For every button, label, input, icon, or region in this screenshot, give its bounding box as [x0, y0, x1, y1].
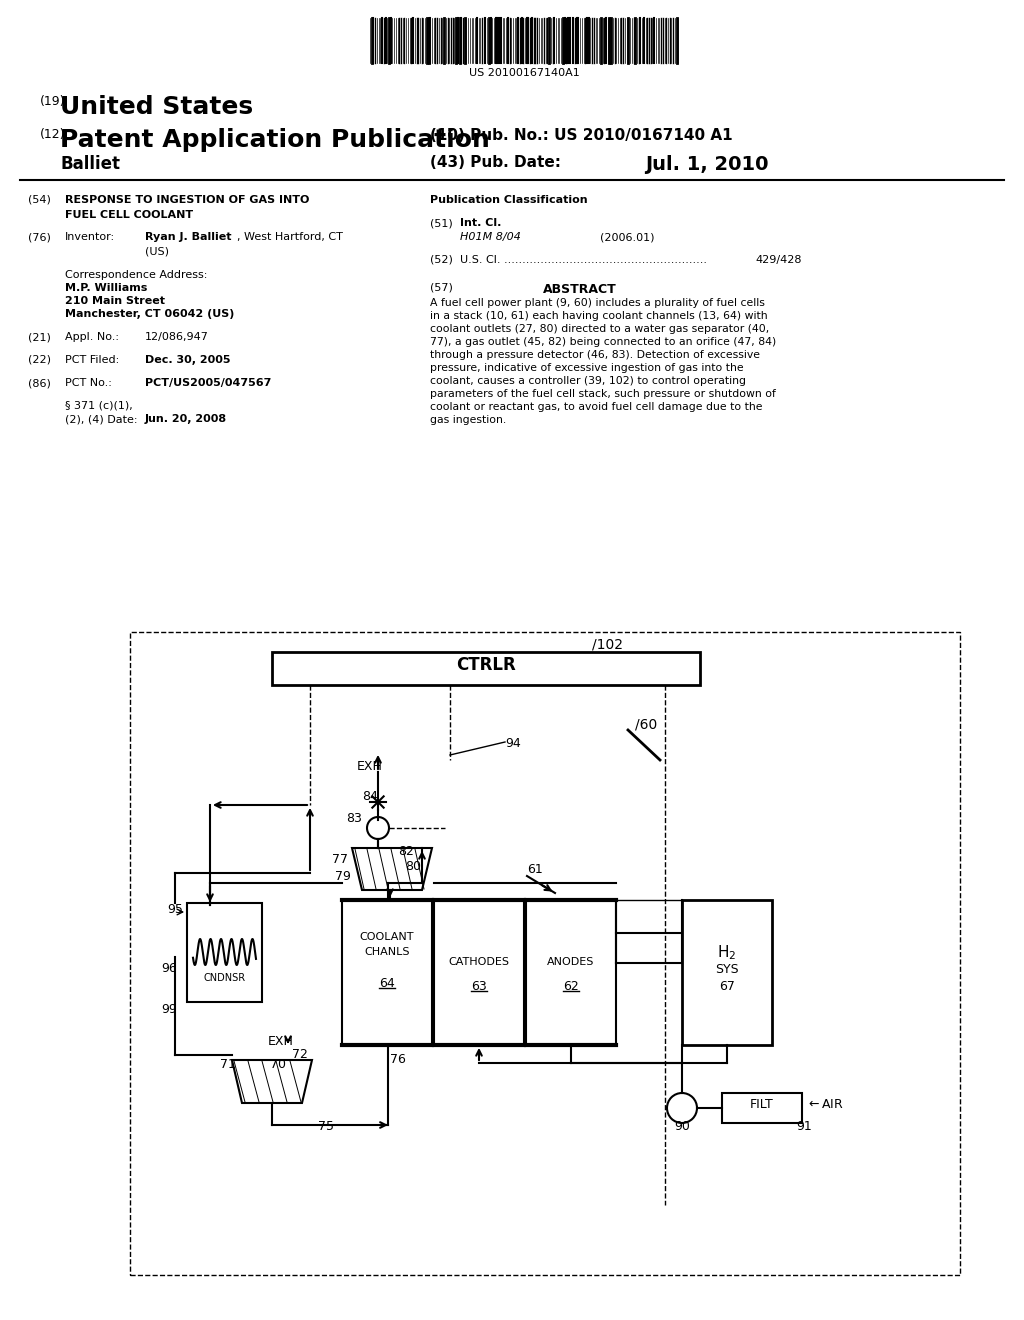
Text: coolant, causes a controller (39, 102) to control operating: coolant, causes a controller (39, 102) t… [430, 376, 746, 385]
Text: Manchester, CT 06042 (US): Manchester, CT 06042 (US) [65, 309, 234, 319]
Text: 72: 72 [292, 1048, 308, 1061]
Text: 80: 80 [406, 861, 421, 873]
Text: 12/086,947: 12/086,947 [145, 333, 209, 342]
Text: gas ingestion.: gas ingestion. [430, 414, 506, 425]
Text: RESPONSE TO INGESTION OF GAS INTO: RESPONSE TO INGESTION OF GAS INTO [65, 195, 309, 205]
Text: M.P. Williams: M.P. Williams [65, 282, 147, 293]
Text: 95: 95 [167, 903, 183, 916]
Text: 63: 63 [471, 979, 486, 993]
Text: 84: 84 [362, 789, 378, 803]
Text: United States: United States [60, 95, 253, 119]
Text: H01M 8/04: H01M 8/04 [460, 232, 521, 242]
Text: Balliet: Balliet [60, 154, 120, 173]
Text: (76): (76) [28, 232, 51, 242]
Text: (12): (12) [40, 128, 66, 141]
Text: in a stack (10, 61) each having coolant channels (13, 64) with: in a stack (10, 61) each having coolant … [430, 312, 768, 321]
Text: US 20100167140A1: US 20100167140A1 [469, 69, 580, 78]
Text: Patent Application Publication: Patent Application Publication [60, 128, 489, 152]
Text: 75: 75 [318, 1119, 334, 1133]
Text: 67: 67 [719, 979, 735, 993]
Text: (21): (21) [28, 333, 51, 342]
Polygon shape [232, 1060, 312, 1104]
Text: Publication Classification: Publication Classification [430, 195, 588, 205]
Text: CTRLR: CTRLR [456, 656, 516, 675]
Text: pressure, indicative of excessive ingestion of gas into the: pressure, indicative of excessive ingest… [430, 363, 743, 374]
Text: (52): (52) [430, 255, 453, 265]
Text: Jun. 20, 2008: Jun. 20, 2008 [145, 414, 227, 424]
Text: 77: 77 [332, 853, 348, 866]
Bar [272, 652, 700, 685]
Text: Jul. 1, 2010: Jul. 1, 2010 [645, 154, 768, 174]
Text: FUEL CELL COOLANT: FUEL CELL COOLANT [65, 210, 194, 220]
Text: 96: 96 [161, 962, 177, 975]
Text: (43) Pub. Date:: (43) Pub. Date: [430, 154, 561, 170]
Text: coolant or reactant gas, to avoid fuel cell damage due to the: coolant or reactant gas, to avoid fuel c… [430, 403, 763, 412]
Text: (2006.01): (2006.01) [600, 232, 654, 242]
Text: 99: 99 [161, 1003, 177, 1016]
Text: 429/428: 429/428 [755, 255, 802, 265]
Text: 79: 79 [335, 870, 351, 883]
Bar [434, 900, 524, 1045]
Text: 70: 70 [270, 1059, 286, 1071]
Text: ABSTRACT: ABSTRACT [543, 282, 616, 296]
Bar [187, 903, 262, 1002]
Text: (22): (22) [28, 355, 51, 366]
Text: H$_2$: H$_2$ [718, 942, 736, 962]
Text: COOLANT: COOLANT [359, 932, 415, 942]
Text: /102: /102 [592, 638, 623, 651]
Text: , West Hartford, CT: , West Hartford, CT [237, 232, 343, 242]
Text: Ryan J. Balliet: Ryan J. Balliet [145, 232, 231, 242]
Text: (2), (4) Date:: (2), (4) Date: [65, 414, 137, 424]
Text: PCT Filed:: PCT Filed: [65, 355, 119, 366]
Text: (57): (57) [430, 282, 453, 293]
Text: (10) Pub. No.: US 2010/0167140 A1: (10) Pub. No.: US 2010/0167140 A1 [430, 128, 732, 143]
Text: Appl. No.:: Appl. No.: [65, 333, 119, 342]
Text: 71: 71 [220, 1059, 236, 1071]
Text: (51): (51) [430, 218, 453, 228]
Bar [722, 1093, 802, 1123]
Text: (54): (54) [28, 195, 51, 205]
Text: Int. Cl.: Int. Cl. [460, 218, 502, 228]
Text: PCT/US2005/047567: PCT/US2005/047567 [145, 378, 271, 388]
Text: EXH: EXH [268, 1035, 294, 1048]
Text: EXH: EXH [357, 760, 383, 774]
Text: FILT: FILT [751, 1098, 774, 1111]
Text: 76: 76 [390, 1053, 406, 1067]
Text: 62: 62 [563, 979, 579, 993]
Bar [342, 900, 432, 1045]
Text: 82: 82 [398, 845, 414, 858]
Text: $\leftarrow$AIR: $\leftarrow$AIR [806, 1098, 844, 1111]
Text: 83: 83 [346, 812, 361, 825]
Text: 64: 64 [379, 977, 395, 990]
Text: PCT No.:: PCT No.: [65, 378, 112, 388]
Text: Dec. 30, 2005: Dec. 30, 2005 [145, 355, 230, 366]
Text: Inventor:: Inventor: [65, 232, 115, 242]
Text: parameters of the fuel cell stack, such pressure or shutdown of: parameters of the fuel cell stack, such … [430, 389, 776, 399]
Text: U.S. Cl. ........................................................: U.S. Cl. ...............................… [460, 255, 707, 265]
Bar [682, 900, 772, 1045]
Polygon shape [352, 847, 432, 890]
Text: /60: /60 [635, 718, 657, 733]
Text: 91: 91 [796, 1119, 812, 1133]
Text: (19): (19) [40, 95, 66, 108]
Text: § 371 (c)(1),: § 371 (c)(1), [65, 401, 133, 411]
Text: (US): (US) [145, 247, 169, 257]
Text: (86): (86) [28, 378, 51, 388]
Text: through a pressure detector (46, 83). Detection of excessive: through a pressure detector (46, 83). De… [430, 350, 760, 360]
Text: SYS: SYS [715, 964, 738, 975]
Text: A fuel cell power plant (9, 60) includes a plurality of fuel cells: A fuel cell power plant (9, 60) includes… [430, 298, 765, 308]
Text: ANODES: ANODES [547, 957, 595, 968]
Text: 61: 61 [527, 863, 543, 876]
Text: CHANLS: CHANLS [365, 946, 410, 957]
Text: coolant outlets (27, 80) directed to a water gas separator (40,: coolant outlets (27, 80) directed to a w… [430, 323, 769, 334]
Text: 77), a gas outlet (45, 82) being connected to an orifice (47, 84): 77), a gas outlet (45, 82) being connect… [430, 337, 776, 347]
Bar [526, 900, 616, 1045]
Text: 210 Main Street: 210 Main Street [65, 296, 165, 306]
Text: 94: 94 [505, 737, 521, 750]
Text: CNDNSR: CNDNSR [204, 973, 246, 983]
Bar [130, 632, 961, 1275]
Text: 90: 90 [674, 1119, 690, 1133]
Text: Correspondence Address:: Correspondence Address: [65, 271, 208, 280]
Text: CATHODES: CATHODES [449, 957, 510, 968]
